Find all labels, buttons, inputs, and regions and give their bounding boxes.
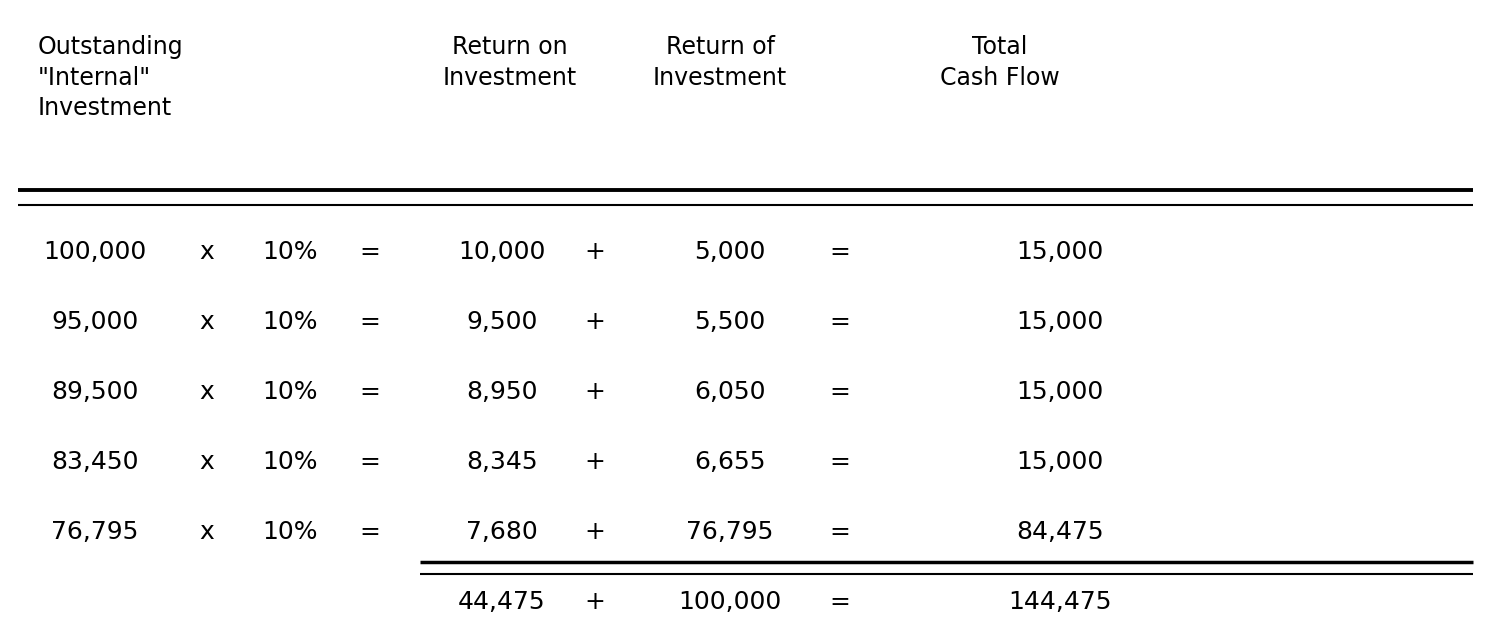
Text: +: +: [584, 590, 605, 614]
Text: =: =: [829, 450, 850, 474]
Text: =: =: [359, 520, 380, 544]
Text: 144,475: 144,475: [1008, 590, 1112, 614]
Text: 95,000: 95,000: [51, 310, 139, 334]
Text: 100,000: 100,000: [678, 590, 781, 614]
Text: =: =: [359, 240, 380, 264]
Text: 10%: 10%: [262, 380, 318, 404]
Text: 15,000: 15,000: [1017, 450, 1103, 474]
Text: =: =: [359, 380, 380, 404]
Text: =: =: [829, 310, 850, 334]
Text: 10%: 10%: [262, 450, 318, 474]
Text: 8,345: 8,345: [467, 450, 538, 474]
Text: 10%: 10%: [262, 240, 318, 264]
Text: 15,000: 15,000: [1017, 310, 1103, 334]
Text: 15,000: 15,000: [1017, 380, 1103, 404]
Text: Return on
Investment: Return on Investment: [443, 35, 577, 90]
Text: x: x: [200, 310, 215, 334]
Text: 5,500: 5,500: [695, 310, 765, 334]
Text: 89,500: 89,500: [51, 380, 139, 404]
Text: 84,475: 84,475: [1017, 520, 1103, 544]
Text: x: x: [200, 450, 215, 474]
Text: =: =: [829, 590, 850, 614]
Text: 7,680: 7,680: [467, 520, 538, 544]
Text: +: +: [584, 520, 605, 544]
Text: 10%: 10%: [262, 520, 318, 544]
Text: 15,000: 15,000: [1017, 240, 1103, 264]
Text: =: =: [359, 310, 380, 334]
Text: Return of
Investment: Return of Investment: [653, 35, 787, 90]
Text: 10%: 10%: [262, 310, 318, 334]
Text: 76,795: 76,795: [686, 520, 774, 544]
Text: 100,000: 100,000: [43, 240, 146, 264]
Text: 83,450: 83,450: [51, 450, 139, 474]
Text: 44,475: 44,475: [458, 590, 546, 614]
Text: Outstanding
"Internal"
Investment: Outstanding "Internal" Investment: [37, 35, 183, 120]
Text: =: =: [829, 240, 850, 264]
Text: 76,795: 76,795: [51, 520, 139, 544]
Text: Total
Cash Flow: Total Cash Flow: [941, 35, 1060, 90]
Text: x: x: [200, 520, 215, 544]
Text: +: +: [584, 450, 605, 474]
Text: +: +: [584, 380, 605, 404]
Text: 8,950: 8,950: [467, 380, 538, 404]
Text: 5,000: 5,000: [695, 240, 766, 264]
Text: +: +: [584, 240, 605, 264]
Text: =: =: [359, 450, 380, 474]
Text: =: =: [829, 380, 850, 404]
Text: =: =: [829, 520, 850, 544]
Text: +: +: [584, 310, 605, 334]
Text: 6,655: 6,655: [695, 450, 766, 474]
Text: 10,000: 10,000: [458, 240, 546, 264]
Text: x: x: [200, 240, 215, 264]
Text: 9,500: 9,500: [467, 310, 538, 334]
Text: x: x: [200, 380, 215, 404]
Text: 6,050: 6,050: [695, 380, 766, 404]
